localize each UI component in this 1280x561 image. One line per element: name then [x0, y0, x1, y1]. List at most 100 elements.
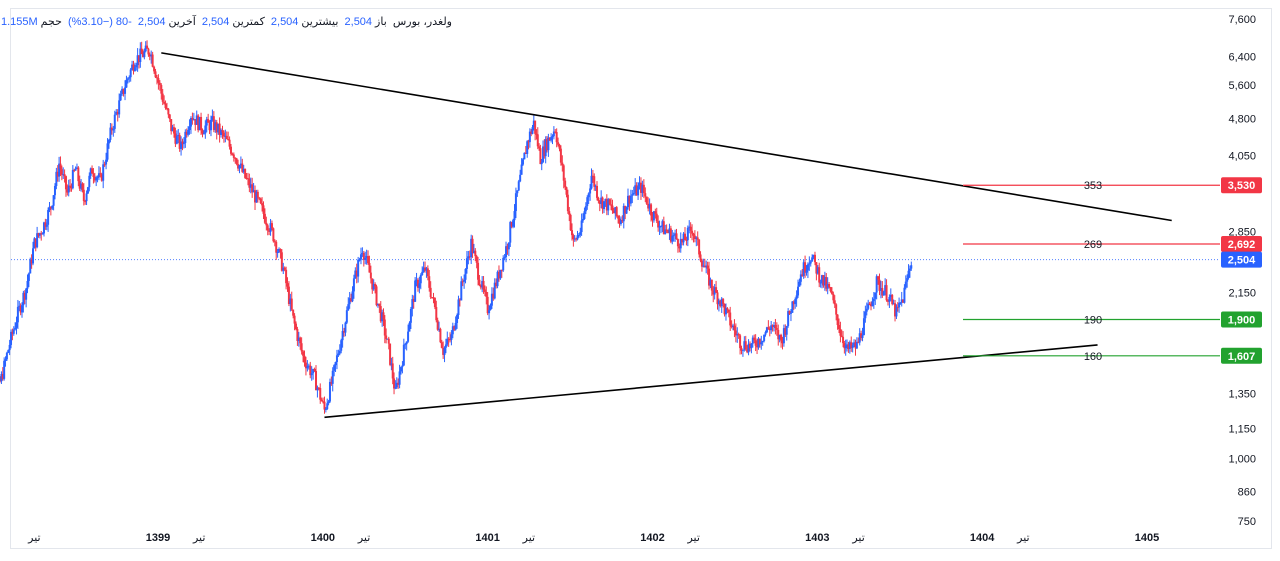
trendline-lower[interactable] — [324, 344, 1098, 419]
candle-body — [34, 238, 37, 248]
current-price-badge — [1221, 251, 1262, 268]
candle-body — [394, 387, 397, 389]
candle-body — [307, 365, 310, 367]
candle-body — [181, 141, 184, 145]
candle-body — [767, 327, 770, 329]
trendline-upper[interactable] — [161, 52, 1172, 222]
candle-body — [700, 260, 703, 267]
candle-body — [393, 378, 396, 389]
candle-body — [232, 154, 235, 158]
candle-body — [712, 290, 715, 295]
candle-body — [421, 271, 424, 275]
candle-body — [103, 164, 106, 166]
candle-body — [816, 267, 819, 274]
candle-body — [364, 257, 367, 260]
candle-body — [457, 299, 460, 316]
candle-body — [837, 325, 840, 330]
candle-body — [801, 274, 804, 276]
candle-body — [622, 205, 625, 222]
candle-body — [758, 338, 761, 345]
candle-body — [273, 241, 276, 243]
candle-body — [870, 304, 873, 307]
candle-body — [693, 235, 696, 240]
price-badge-label: 2,692 — [1228, 239, 1256, 251]
candle-body — [416, 279, 419, 288]
candle-body — [723, 303, 726, 315]
candle-body — [279, 248, 282, 253]
candle-body — [756, 345, 759, 348]
candle-body — [143, 51, 146, 58]
candle-body — [354, 270, 357, 279]
level-label: 190 — [1084, 315, 1102, 327]
candle-body — [775, 328, 778, 330]
candle-body — [569, 214, 572, 231]
candle-body — [211, 116, 214, 120]
candle-body — [292, 309, 295, 316]
candle-body — [460, 281, 463, 301]
candle-body — [815, 262, 818, 274]
candle-body — [365, 256, 368, 258]
candle-body — [894, 303, 897, 317]
candle-body — [239, 163, 242, 166]
y-tick-label: 2,150 — [1228, 288, 1256, 300]
candle-body — [78, 181, 81, 189]
candle-body — [825, 277, 828, 289]
candle-body — [617, 215, 620, 219]
candle-body — [878, 279, 881, 291]
candle-body — [53, 185, 56, 196]
y-tick-label: 1,350 — [1228, 389, 1256, 401]
candle-body — [602, 201, 605, 210]
candle-body — [402, 344, 405, 366]
candle-body — [300, 343, 303, 352]
candle-body — [74, 168, 77, 171]
candle-body — [479, 285, 482, 288]
candle-body — [902, 299, 905, 303]
candle-body — [686, 227, 689, 241]
candle-body — [137, 55, 140, 63]
candle-body — [184, 131, 187, 144]
candle-body — [259, 198, 262, 204]
candle-body — [839, 329, 842, 336]
candle-body — [753, 337, 756, 341]
candle-body — [357, 259, 360, 277]
candle-body — [38, 233, 41, 236]
price-badge — [1221, 347, 1262, 364]
candle-body — [471, 238, 474, 253]
candle-body — [326, 403, 329, 409]
level-label: 269 — [1084, 239, 1102, 251]
price-badge-label: 1,607 — [1228, 351, 1256, 363]
symbol-name: ولغدر، بورس — [392, 16, 452, 28]
candle-body — [58, 163, 61, 177]
candle-body — [163, 101, 166, 104]
price-badge-label: 1,900 — [1228, 315, 1256, 327]
candle-body — [729, 312, 732, 326]
x-tick-label: 1399 — [146, 532, 170, 544]
candle-body — [740, 348, 743, 351]
candle-body — [771, 325, 774, 328]
candle-body — [781, 340, 784, 344]
candle-body — [408, 322, 411, 332]
candle-body — [906, 278, 909, 282]
candle-body — [777, 329, 780, 340]
candle-body — [597, 197, 600, 201]
candle-body — [489, 305, 492, 311]
candle-body — [330, 381, 333, 384]
candle-body — [45, 224, 48, 227]
candle-body — [436, 320, 439, 330]
level-label: 160 — [1084, 351, 1102, 363]
candle-body — [395, 382, 398, 388]
candle-body — [647, 203, 650, 209]
candle-body — [310, 373, 313, 376]
candle-body — [808, 263, 811, 265]
candle-body — [594, 185, 597, 187]
candle-body — [523, 152, 526, 160]
candle-body — [171, 127, 174, 132]
candle-body — [568, 211, 571, 215]
candle-body — [204, 125, 207, 134]
candle-body — [140, 48, 143, 55]
candle-body — [433, 297, 436, 308]
candle-body — [507, 242, 510, 250]
candle-body — [627, 195, 630, 208]
candle-body — [56, 171, 59, 177]
